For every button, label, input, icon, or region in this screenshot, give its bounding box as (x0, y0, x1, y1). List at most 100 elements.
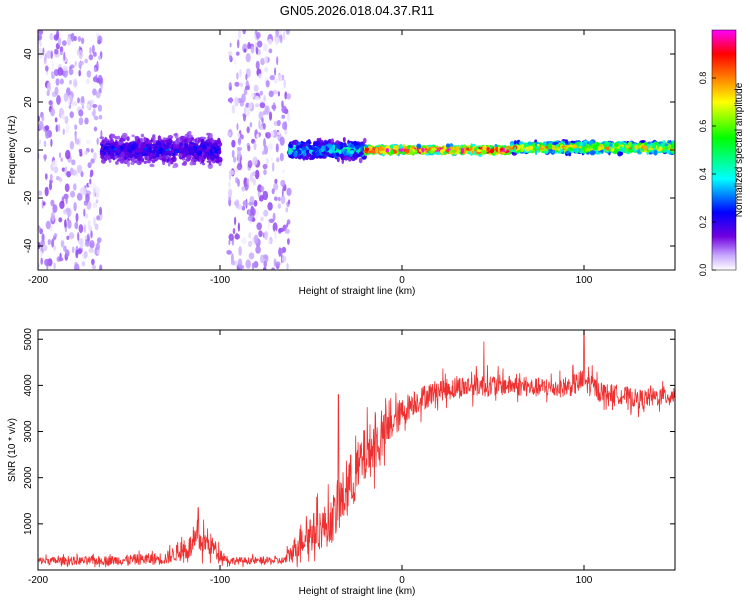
spectrogram-cell (321, 145, 326, 152)
spectrogram-cell (60, 114, 66, 120)
spectrogram-x-tick-label: 0 (399, 275, 405, 286)
spectrogram-cell (39, 139, 42, 144)
spectrogram-cell (120, 145, 124, 150)
spectrogram-cell (40, 240, 45, 247)
spectrogram-cell (272, 89, 278, 95)
spectrogram-cell (98, 78, 103, 84)
spectrogram-cell (213, 150, 218, 154)
spectrogram-cell (582, 142, 586, 147)
spectrogram-cell (80, 95, 85, 104)
spectrogram-cell (342, 137, 346, 143)
spectrogram-cell (283, 79, 286, 89)
spectrogram-cell (573, 148, 577, 152)
spectrogram-cell (93, 216, 96, 227)
spectrogram-cell (335, 144, 341, 149)
spectrogram-cell (130, 161, 135, 166)
spectrogram-cell (315, 140, 320, 146)
spectrogram-cell (251, 208, 256, 216)
spectrogram-cell (126, 148, 132, 153)
spectrogram-cell (277, 91, 280, 97)
spectrogram-cell (267, 221, 270, 230)
spectrogram-cell (234, 96, 239, 107)
spectrogram-cell (90, 158, 95, 164)
spectrogram-cell (241, 205, 245, 211)
spectrogram-cell (88, 181, 93, 188)
spectrogram-cell (228, 233, 234, 241)
spectrogram-cell (110, 154, 114, 159)
spectrogram-cell (116, 135, 121, 140)
spectrogram-cell (262, 190, 269, 201)
spectrogram-cell (323, 139, 328, 145)
spectrogram-cell (249, 122, 252, 128)
spectrogram-cell (67, 98, 71, 107)
spectrogram-cell (279, 136, 285, 146)
spectrogram-y-tick-label: 20 (23, 96, 34, 108)
spectrogram-cell (210, 155, 215, 160)
spectrogram-cell (358, 151, 364, 156)
spectrogram-cell (653, 149, 658, 156)
spectrogram-cell (77, 97, 80, 104)
spectrogram-cell (117, 147, 120, 154)
spectrogram-x-tick-label: -100 (210, 275, 230, 286)
spectrogram-cell (281, 105, 287, 114)
spectrogram-cell (228, 171, 232, 181)
spectrogram-cell (138, 147, 144, 153)
spectrogram-cell (236, 39, 240, 49)
spectrogram-cell (77, 36, 82, 42)
spectrogram-cell (271, 188, 275, 195)
spectrogram-cell (547, 144, 553, 150)
spectrogram-cell (76, 264, 80, 270)
spectrogram-cell (149, 152, 153, 158)
spectrogram-cell (264, 231, 268, 241)
spectrogram-cell (310, 156, 316, 160)
spectrogram-cell (277, 74, 283, 82)
spectrogram-cell (360, 147, 364, 153)
spectrogram-cell (179, 142, 184, 147)
spectrogram-cell (79, 151, 83, 157)
spectrogram-cell (86, 78, 90, 85)
spectrogram-cell (302, 156, 306, 161)
spectrogram-cell (140, 133, 145, 138)
spectrogram-cell (93, 152, 97, 161)
spectrogram-cell (246, 126, 250, 134)
spectrogram-cell (69, 232, 75, 240)
colorbar-tick-label: 0.4 (698, 168, 708, 181)
spectrogram-cell (65, 149, 71, 160)
spectrogram-cell (162, 137, 166, 140)
spectrogram-cell (69, 141, 75, 150)
snr-line (38, 330, 675, 568)
spectrogram-cell (207, 163, 213, 170)
spectrogram-cell (93, 126, 98, 132)
spectrogram-cell (83, 224, 87, 234)
spectrogram-cell (353, 154, 356, 158)
spectrogram-cell (215, 158, 220, 164)
spectrogram-cell (105, 142, 111, 146)
spectrogram-cell (155, 153, 159, 157)
spectrogram-cell (263, 260, 267, 269)
spectrogram-cell (265, 254, 269, 263)
spectrogram-cell (83, 250, 88, 259)
spectrogram-cell (63, 245, 67, 252)
spectrogram-cell (349, 150, 355, 155)
spectrogram-cell (248, 102, 253, 110)
spectrogram-cell (262, 43, 268, 52)
spectrogram-cell (38, 225, 41, 231)
spectrogram-cell (115, 160, 119, 165)
spectrogram-cell (197, 139, 201, 143)
spectrogram-cell (421, 145, 427, 149)
spectrogram-cell (321, 143, 326, 146)
spectrogram-cell (241, 237, 247, 245)
spectrogram-cell (97, 238, 100, 245)
spectrogram-cell (167, 150, 172, 154)
spectrogram-cell (658, 146, 661, 152)
spectrogram-cell (167, 161, 171, 167)
spectrogram-cell (152, 134, 156, 138)
spectrogram-cell (95, 199, 99, 204)
spectrogram-cell (87, 219, 91, 230)
spectrogram-cell (54, 86, 59, 96)
spectrogram-cell (273, 182, 279, 191)
spectrogram-cell (201, 144, 208, 151)
spectrogram-cell (281, 114, 286, 119)
spectrogram-cell (196, 150, 203, 156)
